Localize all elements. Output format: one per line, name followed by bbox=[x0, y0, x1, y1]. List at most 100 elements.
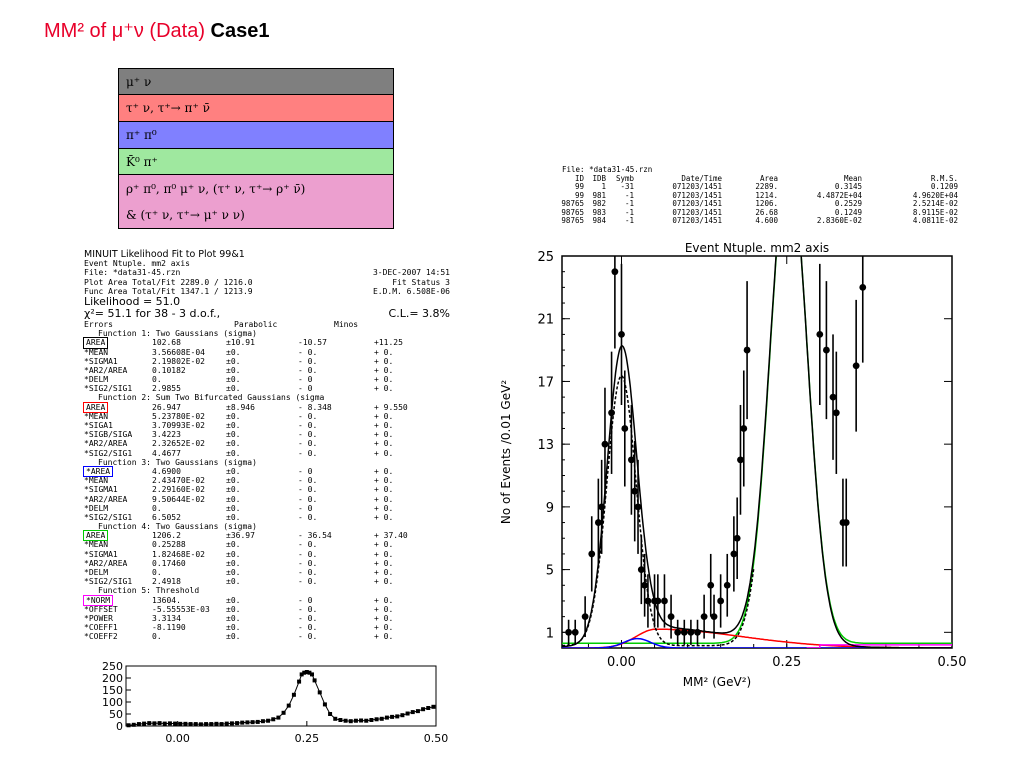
minos-high: + 0. bbox=[374, 595, 394, 605]
data-point bbox=[717, 597, 725, 605]
overview-data-point bbox=[415, 709, 420, 714]
param-value: 4.4677 bbox=[152, 448, 181, 458]
param-error: ±0. bbox=[226, 623, 241, 633]
fit-chi2-line: χ²= 51.1 for 38 - 3 d.o.f., C.L.= 3.8% bbox=[84, 306, 450, 320]
overview-data-point bbox=[359, 718, 364, 723]
stats-cell: 982 bbox=[592, 199, 606, 208]
green-curve bbox=[562, 256, 952, 645]
fit-cl: C.L.= 3.8% bbox=[388, 306, 450, 320]
overview-data-point bbox=[240, 720, 245, 725]
param-name: *SIG2/SIG1 bbox=[84, 577, 133, 587]
stats-cell: Area bbox=[759, 173, 778, 183]
title-main: MM² of μ⁺ν (Data) bbox=[44, 20, 205, 42]
param-error: ±0. bbox=[226, 439, 241, 449]
fit-parameter-row: *AR2/AREA 0.10182 ±0. - 0. + 0. bbox=[84, 366, 450, 375]
param-value: 1.82468E-02 bbox=[152, 549, 205, 559]
overview-data-point bbox=[307, 670, 312, 675]
param-name: *AR2/AREA bbox=[84, 494, 128, 504]
param-name: *DELM bbox=[84, 568, 109, 577]
overview-data-point bbox=[410, 710, 415, 715]
minos-low: - 0 bbox=[298, 503, 313, 513]
data-point bbox=[852, 362, 860, 370]
param-value: 0. bbox=[152, 568, 162, 577]
overview-data-point bbox=[276, 715, 281, 720]
fit-status: Fit Status 3 bbox=[392, 277, 450, 287]
stats-cell: 8.9115E-02 bbox=[912, 207, 958, 217]
overview-data-point bbox=[390, 714, 395, 719]
stats-cell: 2289. bbox=[755, 182, 778, 191]
param-name: AREA bbox=[82, 401, 109, 413]
legend-entry: π⁺ π⁰ bbox=[119, 122, 393, 149]
overview-data-point bbox=[152, 721, 157, 726]
overview-data-point bbox=[302, 670, 307, 675]
data-point bbox=[680, 628, 688, 636]
overview-data-point bbox=[431, 704, 436, 709]
param-error: ±0. bbox=[226, 512, 241, 522]
overview-data-point bbox=[157, 721, 162, 726]
param-name: *AR2/AREA bbox=[84, 439, 128, 449]
overview-data-point bbox=[281, 710, 286, 715]
overview-data-point bbox=[317, 690, 322, 695]
data-point bbox=[694, 628, 701, 636]
param-value: 4.6900 bbox=[152, 466, 181, 476]
stats-cell: 1214. bbox=[755, 190, 778, 200]
stats-cell: R.M.S. bbox=[930, 173, 958, 183]
legend-entry: ρ⁺ π⁰, π⁰ μ⁺ ν, (τ⁺ ν, τ⁺→ ρ⁺ ν̄) bbox=[119, 175, 393, 202]
stats-file-line: File: *data31-45.rzn bbox=[562, 165, 958, 175]
param-value: 0. bbox=[152, 375, 162, 385]
overview-data-point bbox=[266, 718, 271, 723]
fit-header-line: MINUIT Likelihood Fit to Plot 99&1 bbox=[84, 250, 450, 260]
data-point bbox=[637, 566, 645, 573]
overview-data-point bbox=[255, 719, 260, 724]
minos-low: - 0. bbox=[298, 494, 318, 504]
fit-parameter-row: AREA 26.947 ±8.946 - 8.348 + 9.550 bbox=[82, 401, 450, 413]
overview-data-point bbox=[364, 718, 369, 723]
fit-likelihood: Likelihood = 51.0 bbox=[84, 294, 181, 308]
param-value: 26.947 bbox=[152, 402, 181, 412]
data-point bbox=[621, 425, 629, 432]
overview-data-point bbox=[198, 722, 203, 727]
stats-row: 99 1 -31 071203/1451 2289. 0.3145 0.1209 bbox=[562, 182, 958, 192]
param-error: ±36.97 bbox=[226, 531, 255, 541]
component-legend: μ⁺ ν τ⁺ ν, τ⁺→ π⁺ ν̄ π⁺ π⁰ K̄⁰ π⁺ ρ⁺ π⁰, π⁰ … bbox=[118, 68, 394, 229]
param-value: 2.19802E-02 bbox=[152, 356, 205, 366]
overview-data-point bbox=[183, 721, 188, 726]
data-point bbox=[588, 550, 596, 558]
minos-high: +11.25 bbox=[374, 338, 403, 348]
minos-high: + 0. bbox=[374, 421, 394, 430]
minos-high: + 0. bbox=[374, 512, 394, 522]
param-name: *COEFF1 bbox=[84, 623, 118, 633]
overview-data-point bbox=[304, 670, 309, 674]
overview-data-point bbox=[374, 717, 379, 722]
minos-high: + 0. bbox=[374, 476, 394, 486]
overview-y-tick-label: 200 bbox=[102, 672, 123, 685]
total-fit-curve bbox=[562, 256, 952, 648]
param-name: AREA bbox=[82, 530, 109, 542]
overview-data-point bbox=[353, 718, 358, 723]
stats-cell: 4.9620E+04 bbox=[912, 190, 958, 200]
param-value: 0.10182 bbox=[152, 365, 186, 375]
param-name: *SIG2/SIG1 bbox=[84, 384, 133, 394]
param-name: *POWER bbox=[84, 613, 113, 623]
minos-low: - 0 bbox=[298, 384, 313, 394]
param-name: AREA bbox=[82, 337, 109, 349]
histogram-stats-box: File: *data31-45.rzn ID IDB Symb Date/Time A… bbox=[561, 165, 958, 226]
function-title: Function 2: Sum Two Bifurcated Gaussians… bbox=[98, 393, 325, 403]
minos-low: - 0. bbox=[298, 430, 318, 440]
fit-chi2: χ²= 51.1 for 38 - 3 d.o.f., bbox=[84, 306, 221, 320]
param-error: ±0. bbox=[226, 347, 241, 357]
param-name: *SIGA1 bbox=[84, 421, 113, 430]
data-point bbox=[733, 534, 741, 542]
fit-function-header: Function 2: Sum Two Bifurcated Gaussians… bbox=[84, 393, 450, 402]
param-error: ±0. bbox=[226, 411, 241, 421]
param-error: ±0. bbox=[226, 466, 241, 476]
data-point bbox=[842, 519, 850, 526]
stats-cell: -1 bbox=[624, 216, 634, 225]
data-point bbox=[581, 613, 589, 621]
fit-function-header: Function 3: Two Gaussians (sigma) bbox=[84, 458, 450, 467]
data-point bbox=[674, 628, 682, 636]
overview-data-point bbox=[291, 692, 296, 697]
legend-entry: μ⁺ ν bbox=[119, 69, 393, 95]
data-point bbox=[730, 550, 738, 558]
minos-low: - 0 bbox=[298, 375, 313, 385]
